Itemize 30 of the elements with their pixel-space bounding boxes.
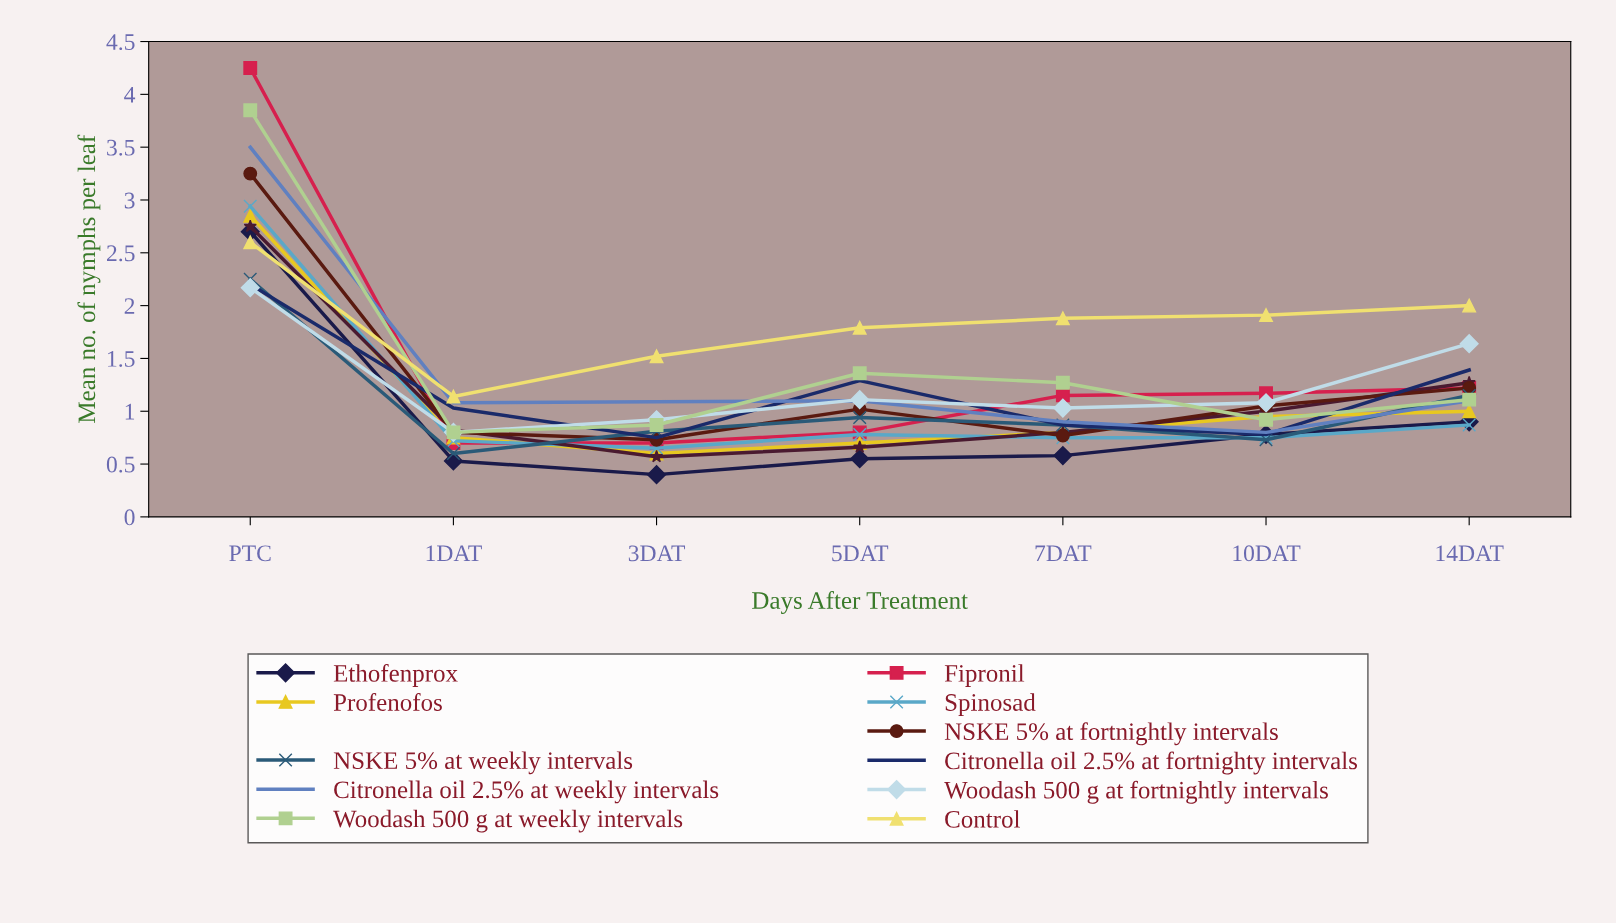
- legend-label: Citronella oil 2.5% at weekly intervals: [334, 780, 719, 804]
- y-tick-label: 3: [124, 192, 135, 209]
- legend-label: Woodash 500 g at weekly intervals: [333, 809, 683, 833]
- legend-label: Spinosad: [945, 693, 1036, 716]
- x-tick-label: 5DAT: [832, 545, 889, 562]
- y-tick-label: 1.5: [108, 351, 135, 367]
- y-tick-label: 2.5: [107, 245, 135, 262]
- legend-label: NSKE 5% at weekly intervals: [333, 751, 633, 775]
- legend-label: Citronella oil 2.5% at fortnighty intervals: [945, 751, 1358, 775]
- x-axis-title: Days After Treatment: [752, 591, 968, 615]
- x-tick-label: 14DAT: [1436, 545, 1504, 562]
- legend-label: Ethofenprox: [333, 663, 458, 687]
- legend-label: Profenofos: [333, 693, 442, 711]
- x-tick-label: 3DAT: [628, 545, 686, 562]
- y-tick-label: 4.5: [106, 34, 135, 51]
- x-tick-label: PTC: [229, 545, 271, 562]
- y-tick-label: 3.5: [107, 139, 135, 156]
- x-tick-label: 7DAT: [1035, 545, 1092, 562]
- x-tick-label: 10DAT: [1233, 545, 1301, 562]
- y-tick-label: 1: [125, 403, 135, 420]
- y-tick-label: 2: [124, 298, 135, 314]
- legend-label: Woodash 500 g at fortnightly intervals: [944, 780, 1328, 804]
- legend-label: Fipronil: [944, 664, 1025, 687]
- y-axis-title: Mean no. of nymphs per leaf: [77, 134, 101, 423]
- x-tick-label: 1DAT: [426, 545, 482, 562]
- legend-label: Control: [945, 810, 1020, 828]
- y-tick-label: 0.5: [106, 456, 135, 473]
- legend-label: NSKE 5% at fortnightly intervals: [944, 722, 1278, 746]
- y-tick-label: 0: [124, 509, 135, 526]
- y-tick-label: 4: [124, 87, 136, 103]
